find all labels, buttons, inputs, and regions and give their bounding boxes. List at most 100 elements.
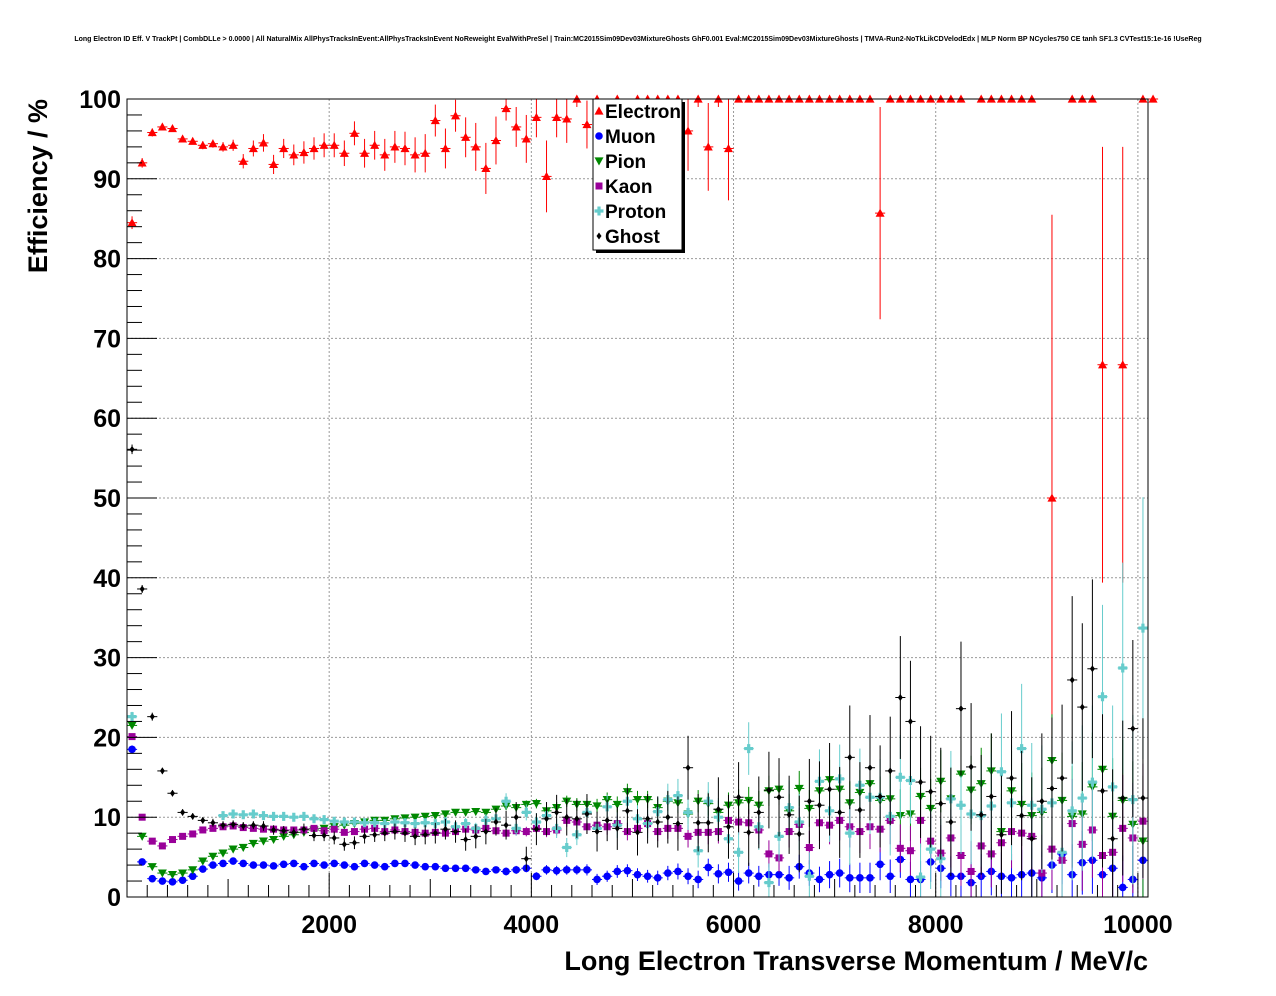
y-tick-label: 70 bbox=[93, 325, 121, 353]
data-point-kaon bbox=[310, 824, 318, 832]
data-point-muon bbox=[1007, 874, 1016, 882]
y-tick-label: 90 bbox=[93, 166, 121, 194]
data-point-proton bbox=[1067, 806, 1077, 816]
data-point-ghost bbox=[827, 785, 833, 793]
data-point-ghost bbox=[685, 764, 691, 772]
data-point-electron bbox=[329, 140, 339, 149]
data-point-ghost bbox=[564, 813, 570, 821]
data-point-electron bbox=[198, 140, 208, 149]
legend-entry-muon: Muon bbox=[605, 127, 656, 148]
data-point-ghost bbox=[362, 832, 368, 840]
data-point-electron bbox=[258, 138, 268, 147]
data-point-ghost bbox=[948, 818, 954, 826]
data-point-ghost bbox=[503, 821, 509, 829]
data-point-proton bbox=[127, 712, 137, 722]
data-point-muon bbox=[714, 870, 723, 878]
data-point-pion bbox=[451, 808, 461, 817]
data-point-pion bbox=[198, 857, 208, 866]
y-tick-label: 10 bbox=[93, 804, 121, 832]
data-point-ghost bbox=[675, 820, 681, 828]
data-point-muon bbox=[674, 867, 682, 876]
data-point-ghost bbox=[907, 717, 913, 725]
data-point-proton bbox=[380, 819, 390, 829]
x-tick-label: 2000 bbox=[301, 911, 357, 939]
data-point-kaon bbox=[957, 852, 965, 860]
data-point-electron bbox=[147, 128, 157, 137]
data-point-ghost bbox=[786, 811, 792, 819]
data-point-muon bbox=[269, 862, 278, 870]
data-point-proton bbox=[360, 818, 370, 828]
data-point-kaon bbox=[906, 847, 914, 855]
x-tick-label: 8000 bbox=[908, 911, 964, 939]
data-point-ghost bbox=[746, 828, 752, 836]
data-point-ghost bbox=[887, 767, 893, 775]
data-point-muon bbox=[441, 864, 450, 873]
data-point-electron bbox=[127, 218, 137, 227]
data-point-electron bbox=[279, 143, 289, 153]
data-point-muon bbox=[451, 864, 460, 873]
data-point-ghost bbox=[857, 806, 863, 814]
data-point-ghost bbox=[725, 823, 731, 831]
data-point-electron bbox=[380, 150, 390, 159]
data-point-muon bbox=[492, 866, 500, 874]
data-point-electron bbox=[400, 143, 410, 153]
data-point-muon bbox=[643, 872, 652, 881]
data-point-ghost bbox=[220, 821, 226, 829]
data-point-proton bbox=[895, 772, 905, 782]
data-point-ghost bbox=[331, 834, 337, 842]
data-point-ghost bbox=[1029, 835, 1035, 843]
data-point-muon bbox=[785, 874, 793, 882]
data-point-ghost bbox=[928, 788, 934, 796]
data-point-pion bbox=[178, 869, 188, 878]
data-point-electron bbox=[137, 158, 147, 167]
data-point-ghost bbox=[574, 815, 580, 823]
data-point-ghost bbox=[432, 829, 438, 837]
data-point-kaon bbox=[209, 824, 217, 832]
data-point-ghost bbox=[1019, 812, 1025, 820]
data-point-ghost bbox=[544, 815, 550, 823]
data-point-proton bbox=[734, 847, 744, 857]
data-point-electron bbox=[521, 134, 531, 143]
data-point-ghost bbox=[1079, 703, 1085, 711]
data-point-electron bbox=[451, 111, 461, 120]
data-point-ghost bbox=[998, 831, 1004, 839]
data-point-proton bbox=[804, 871, 814, 881]
data-point-electron bbox=[562, 114, 572, 123]
data-point-pion bbox=[137, 832, 147, 841]
data-point-ghost bbox=[250, 821, 256, 829]
data-point-electron bbox=[360, 148, 370, 157]
data-point-pion bbox=[531, 800, 541, 809]
legend-marker-muon bbox=[595, 132, 603, 140]
data-point-ghost bbox=[402, 829, 408, 837]
data-point-muon bbox=[633, 870, 642, 879]
data-point-ghost bbox=[301, 825, 307, 833]
data-point-proton bbox=[1118, 663, 1128, 673]
data-point-electron bbox=[440, 143, 450, 153]
data-point-pion bbox=[410, 813, 420, 822]
data-point-muon bbox=[370, 861, 379, 869]
data-point-muon bbox=[239, 859, 248, 868]
data-point-proton bbox=[1138, 623, 1148, 633]
data-point-electron bbox=[228, 140, 238, 149]
data-point-proton bbox=[845, 828, 855, 838]
data-point-muon bbox=[825, 870, 834, 879]
data-point-proton bbox=[218, 811, 228, 821]
data-point-muon bbox=[482, 867, 490, 876]
data-point-proton bbox=[390, 817, 400, 827]
data-point-proton bbox=[400, 818, 410, 828]
data-point-pion bbox=[258, 837, 268, 846]
data-point-ghost bbox=[291, 828, 297, 836]
data-point-ghost bbox=[968, 763, 974, 771]
legend-entry-kaon: Kaon bbox=[605, 177, 653, 198]
data-point-proton bbox=[683, 807, 693, 817]
data-point-muon bbox=[259, 861, 268, 869]
data-point-kaon bbox=[350, 828, 358, 836]
data-point-ghost bbox=[240, 822, 246, 830]
data-point-electron bbox=[430, 116, 440, 125]
data-point-electron bbox=[218, 142, 228, 151]
data-point-proton bbox=[269, 811, 279, 821]
data-point-ghost bbox=[796, 830, 802, 838]
data-point-proton bbox=[744, 744, 754, 754]
data-point-muon bbox=[330, 859, 339, 868]
data-point-proton bbox=[673, 791, 683, 801]
